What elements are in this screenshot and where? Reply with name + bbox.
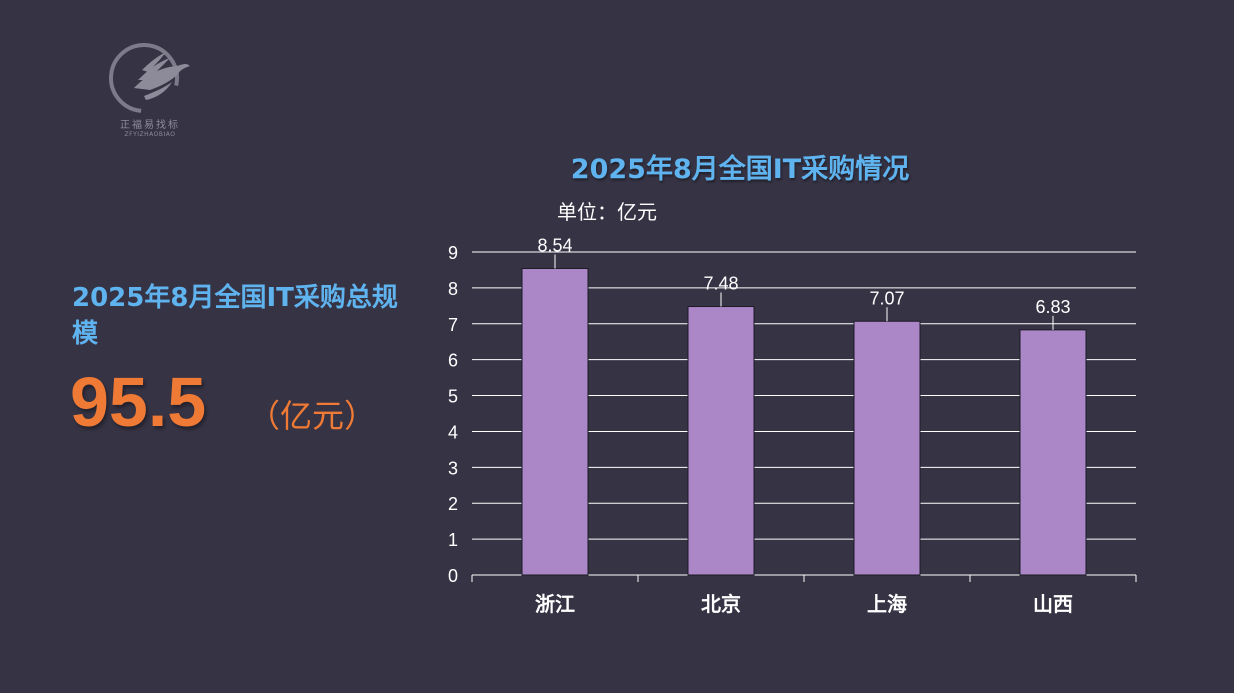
y-tick-label: 9 (448, 243, 458, 263)
data-label: 8.54 (537, 236, 572, 256)
eagle-logo-icon (109, 43, 190, 113)
chart-unit-label: 单位：亿元 (557, 200, 657, 224)
summary-unit: （亿元） (248, 397, 377, 435)
summary-title: 2025年8月全国IT采购总规模 (72, 283, 398, 349)
y-tick-label: 5 (448, 387, 458, 407)
y-tick-label: 8 (448, 279, 458, 299)
logo-subtext: ZFYIZHAOBIAO (124, 131, 176, 138)
data-label: 6.83 (1035, 297, 1070, 317)
summary-value: 95.5 (70, 363, 207, 441)
y-tick-label: 0 (448, 566, 458, 586)
x-category-label: 山西 (1033, 592, 1073, 616)
bar (687, 306, 755, 576)
y-tick-label: 4 (448, 422, 458, 442)
y-tick-label: 7 (448, 315, 458, 335)
x-category-label: 浙江 (535, 592, 575, 616)
x-category-label: 上海 (867, 592, 907, 616)
bar (521, 268, 589, 576)
bar (1019, 329, 1087, 576)
y-tick-label: 3 (448, 458, 458, 478)
y-tick-label: 6 (448, 351, 458, 371)
data-label: 7.07 (869, 288, 904, 308)
y-tick-label: 1 (448, 530, 458, 550)
chart-title: 2025年8月全国IT采购情况 (570, 154, 910, 185)
data-label: 7.48 (703, 274, 738, 294)
y-tick-label: 2 (448, 494, 458, 514)
bar (853, 320, 921, 576)
logo-text: 正福易找标 (120, 120, 180, 131)
x-category-label: 北京 (701, 592, 741, 616)
